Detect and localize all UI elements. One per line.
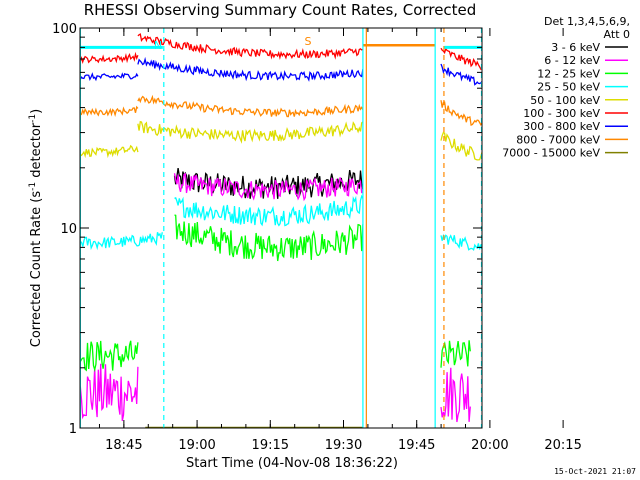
x-tick-label-6: 20:15 (544, 438, 581, 453)
chart-title: RHESSI Observing Summary Count Rates, Co… (84, 1, 477, 19)
x-axis-label: Start Time (04-Nov-08 18:36:22) (186, 456, 398, 471)
x-tick-label-1: 19:00 (178, 438, 215, 453)
y-axis-label-main: Corrected Count Rate (s (29, 191, 44, 348)
series-line-3-segment-0 (80, 232, 163, 251)
legend-label-8: 7000 - 15000 keV (502, 147, 600, 160)
series-line-2-segment-1 (174, 214, 364, 262)
legend-label-5: 100 - 300 keV (523, 107, 600, 120)
legend-header-detectors: Det 1,3,4,5,6,9, (544, 15, 630, 28)
legend-label-2: 12 - 25 keV (537, 67, 600, 80)
series-line-4-segment-0 (80, 144, 139, 159)
y-axis-ticks: 1 10 100 (52, 22, 482, 437)
series-line-3-segment-2 (440, 233, 482, 252)
legend-label-0: 3 - 6 keV (551, 41, 600, 54)
x-tick-label-3: 19:30 (325, 438, 362, 453)
series-line-2-segment-0 (80, 340, 139, 373)
series-line-6-segment-2 (440, 63, 482, 86)
series-line-2-segment-2 (440, 340, 471, 368)
series-line-5-segment-2 (440, 47, 482, 71)
legend-header-attenuator: Att 0 (604, 28, 630, 41)
series-line-1-segment-0 (80, 363, 139, 422)
series-line-0-segment-0 (173, 167, 364, 199)
series-line-1-segment-1 (173, 172, 364, 202)
x-tick-label-5: 20:00 (471, 438, 508, 453)
y-tick-label-1: 10 (60, 222, 77, 237)
x-axis-ticks: 18:45 19:00 19:15 19:30 19:45 20:00 20:15 (98, 28, 582, 453)
y-tick-label-2: 100 (52, 22, 77, 37)
series-line-4-segment-2 (440, 131, 482, 161)
series-line-5-segment-1 (137, 33, 364, 60)
series-line-7-segment-3 (440, 100, 482, 127)
series-line-5-segment-0 (80, 51, 139, 65)
legend-label-6: 300 - 800 keV (523, 120, 600, 133)
x-tick-label-0: 18:45 (105, 438, 142, 453)
y-tick-label-0: 1 (69, 422, 77, 437)
flags-layer (80, 28, 482, 428)
y-axis-label-sup-2: -1 (28, 114, 38, 123)
x-tick-label-2: 19:15 (252, 438, 289, 453)
legend-label-3: 25 - 50 keV (537, 81, 600, 94)
saa-flag-label: S (305, 35, 312, 48)
night-flag-label: N (154, 39, 162, 52)
legend-label-1: 6 - 12 keV (544, 54, 600, 67)
series-line-4-segment-1 (137, 120, 364, 144)
y-axis-label-mid: detector (29, 122, 44, 182)
generated-timestamp: 15-Oct-2021 21:07 (554, 467, 636, 476)
series-line-6-segment-0 (80, 72, 139, 82)
series-line-3-segment-1 (174, 194, 364, 227)
plot-frame (79, 27, 483, 429)
series-line-1-segment-2 (440, 367, 471, 423)
series-line-6-segment-1 (137, 56, 364, 82)
series-line-7-segment-0 (80, 105, 139, 117)
legend-label-7: 800 - 7000 keV (516, 133, 600, 146)
series-line-7-segment-1 (137, 94, 364, 118)
series-layer (80, 33, 482, 428)
x-tick-label-4: 19:45 (398, 438, 435, 453)
y-axis-label: Corrected Count Rate (s-1 detector-1) (28, 109, 44, 347)
y-axis-label-sup-1: -1 (28, 182, 38, 191)
legend-label-4: 50 - 100 keV (530, 94, 600, 107)
y-axis-label-end: ) (29, 109, 44, 114)
